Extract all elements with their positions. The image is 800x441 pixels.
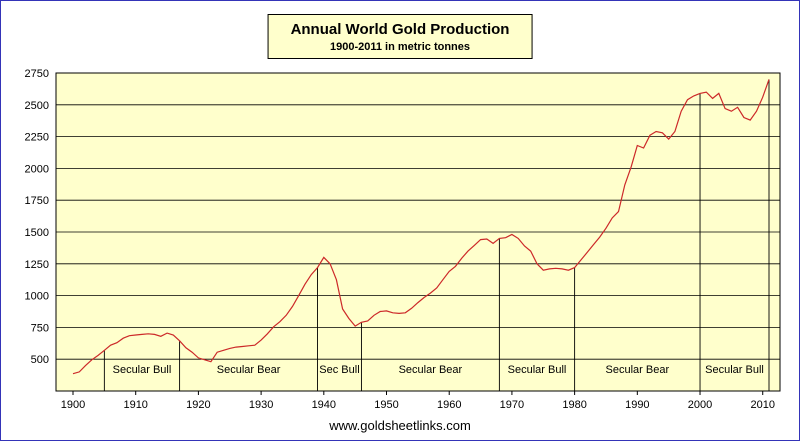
period-label: Sec Bull [319, 364, 359, 376]
x-axis-label: 1910 [123, 399, 147, 411]
x-axis-label: 1900 [61, 399, 85, 411]
x-axis-label: 2000 [688, 399, 712, 411]
y-axis-label: 1250 [25, 259, 49, 271]
y-axis-label: 750 [31, 322, 49, 334]
y-axis-label: 1750 [25, 195, 49, 207]
y-axis-label: 2750 [25, 68, 49, 80]
y-axis-label: 2250 [25, 132, 49, 144]
period-label: Secular Bull [508, 364, 567, 376]
y-axis-label: 2000 [25, 163, 49, 175]
chart-subtitle: 1900-2011 in metric tonnes [329, 41, 470, 53]
period-label: Secular Bear [217, 364, 281, 376]
production-line [72, 79, 770, 375]
x-axis-label: 1970 [500, 399, 524, 411]
x-axis-label: 1990 [625, 399, 649, 411]
x-axis-label: 1950 [374, 399, 398, 411]
x-axis-label: 1940 [312, 399, 336, 411]
x-axis-label: 1930 [249, 399, 273, 411]
x-axis-label: 1960 [437, 399, 461, 411]
chart-title: Annual World Gold Production [290, 21, 510, 38]
y-axis-label: 1500 [25, 227, 49, 239]
website-text: www.goldsheetlinks.com [329, 418, 471, 433]
y-axis-label: 2500 [25, 100, 49, 112]
plot-border [55, 72, 781, 392]
y-axis-label: 500 [31, 354, 49, 366]
period-label: Secular Bull [113, 364, 172, 376]
x-axis-label: 2010 [750, 399, 774, 411]
x-axis-label: 1980 [562, 399, 586, 411]
chart-title-box: Annual World Gold Production 1900-2011 i… [267, 14, 533, 59]
y-axis-label: 1000 [25, 291, 49, 303]
period-label: Secular Bear [399, 364, 463, 376]
period-label: Secular Bull [705, 364, 764, 376]
period-label: Secular Bear [606, 364, 670, 376]
x-axis-label: 1920 [186, 399, 210, 411]
